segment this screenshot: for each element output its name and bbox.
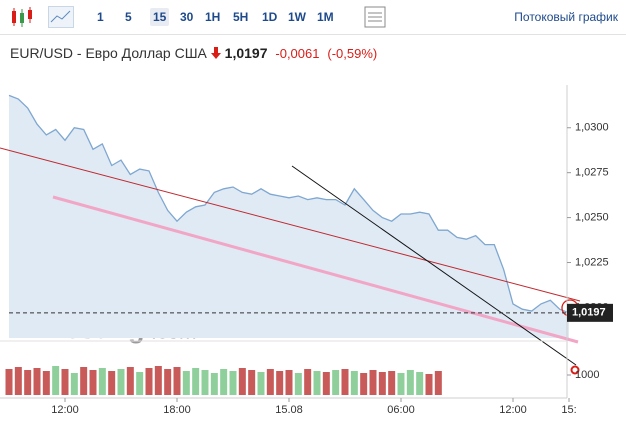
volume-bar	[182, 371, 190, 395]
volume-bar	[33, 368, 41, 395]
volume-bar	[257, 372, 265, 395]
volume-bar	[341, 369, 349, 395]
volume-bar	[24, 370, 32, 395]
volume-bar	[145, 368, 153, 395]
plot-area	[5, 94, 570, 395]
volume-bar	[406, 370, 414, 395]
volume-bar	[89, 370, 97, 395]
volume-bar	[164, 369, 172, 395]
volume-bar	[322, 372, 330, 395]
trend-line-black	[291, 165, 577, 366]
volume-bar	[434, 371, 442, 395]
volume-bar	[70, 373, 78, 395]
volume-bar	[304, 369, 312, 395]
interval-button[interactable]: 1D	[262, 10, 278, 24]
trend-line-pink	[52, 195, 579, 344]
interval-button[interactable]: 1M	[317, 10, 334, 24]
volume-bar	[154, 366, 162, 395]
volume-bar	[416, 372, 424, 395]
trend-line-red	[0, 147, 581, 302]
x-tick-label: 18:00	[163, 404, 191, 416]
volume-bar	[136, 372, 144, 395]
volume-bar	[117, 369, 125, 395]
volume-bar	[80, 367, 88, 395]
volume-bar	[313, 371, 321, 395]
x-tick-label: 06:00	[387, 404, 415, 416]
x-tick-label: 12:00	[499, 404, 527, 416]
interval-button[interactable]: 1	[97, 10, 104, 24]
last-price-box	[567, 303, 613, 322]
symbol: EUR/USD - Евро Доллар США	[10, 45, 207, 61]
volume-bar	[42, 371, 50, 395]
area-fill	[9, 95, 569, 339]
stream-button[interactable]: Потоковый график	[514, 10, 618, 24]
y-tick-label: 1,0300	[575, 122, 609, 134]
price-line	[8, 94, 570, 314]
interval-button[interactable]: 1W	[288, 10, 306, 24]
volume-bar	[248, 370, 256, 395]
change: -0,0061	[275, 46, 320, 61]
volume-tick-label: 1000	[575, 369, 599, 381]
x-tick-label: 15:	[561, 404, 576, 416]
area-icon[interactable]	[48, 6, 74, 28]
y-tick-label: 1,0250	[575, 212, 609, 224]
interval-button[interactable]: 15	[150, 8, 170, 26]
toolbar: 1 5 15 30 1H 5H 1D 1W 1M Потоковый график	[0, 0, 626, 35]
volume-bar	[360, 373, 368, 395]
volume-bar	[350, 371, 358, 395]
y-tick-label: 1,0275	[575, 167, 609, 179]
interval-button[interactable]: 1H	[205, 10, 221, 24]
volume-bar	[5, 369, 13, 395]
volume-bar	[108, 371, 116, 395]
volume-bar	[332, 370, 340, 395]
candle-icon[interactable]	[8, 3, 38, 33]
volume-bar	[210, 373, 218, 395]
table-icon[interactable]	[364, 6, 386, 28]
volume-bar	[388, 371, 396, 395]
volume-bar	[126, 367, 134, 395]
quote-header: EUR/USD - Евро Доллар США 1,0197 -0,0061…	[10, 45, 377, 61]
volume-bar	[238, 368, 246, 395]
interval-button[interactable]: 30	[180, 10, 194, 24]
change-percent: (-0,59%)	[327, 46, 378, 61]
interval-button[interactable]: 5H	[233, 10, 249, 24]
down-arrow	[210, 47, 221, 59]
volume-bar	[192, 368, 200, 395]
volume-bar	[220, 369, 228, 395]
volume-bar	[14, 367, 22, 395]
volume-bar	[294, 373, 302, 395]
volume-bar	[229, 371, 237, 395]
volume-bar	[397, 373, 405, 395]
volume-bar	[61, 369, 69, 395]
marker-dot	[570, 365, 580, 375]
y-tick-label: 1,0225	[575, 256, 609, 268]
last-price-label: 1,0197	[572, 307, 606, 319]
volume-bar	[98, 368, 106, 395]
volume-bar	[52, 366, 60, 395]
volume-bar	[378, 372, 386, 395]
volume-bar	[201, 370, 209, 395]
volume-bar	[425, 374, 433, 395]
volume-bar	[369, 370, 377, 395]
volume-bar	[276, 371, 284, 395]
x-tick-label: 12:00	[51, 404, 79, 416]
interval-button[interactable]: 5	[125, 10, 132, 24]
volume-bar	[285, 370, 293, 395]
volume-bar	[173, 367, 181, 395]
price: 1,0197	[224, 45, 268, 61]
x-tick-label: 15.08	[275, 404, 303, 416]
volume-bar	[266, 369, 274, 395]
